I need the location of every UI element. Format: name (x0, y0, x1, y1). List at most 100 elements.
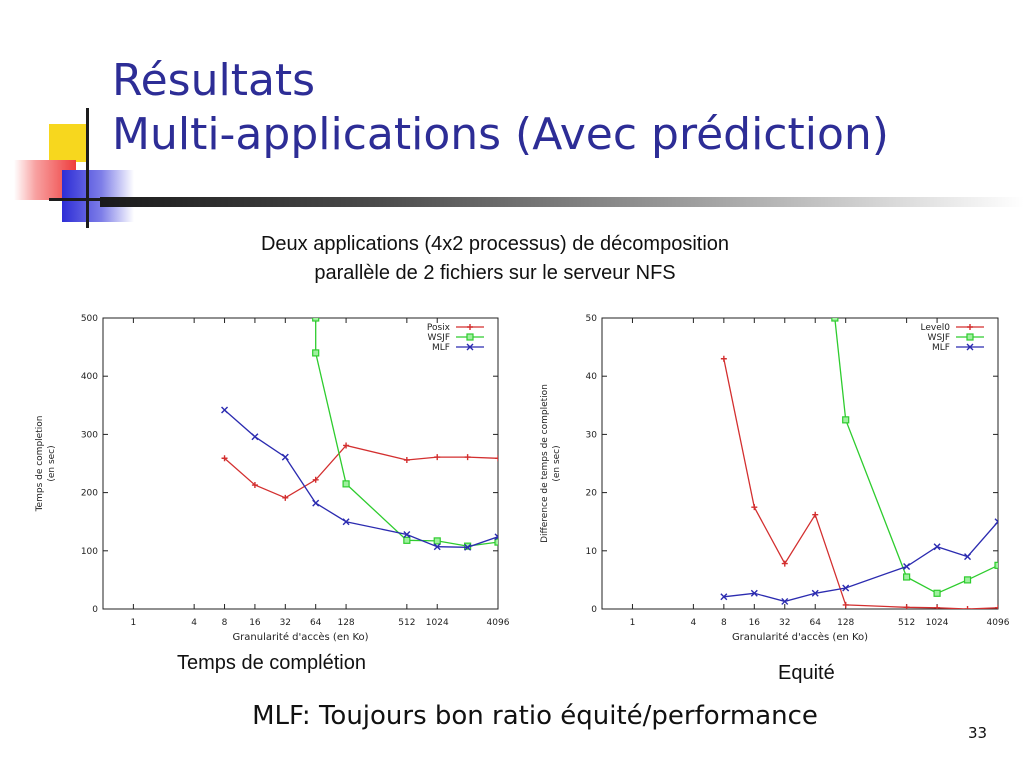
slide-title-line2: Multi-applications (Avec prédiction) (112, 109, 889, 160)
caption-completion-time: Temps de complétion (177, 652, 366, 674)
y-axis-label: (en sec) (552, 445, 562, 481)
x-tick-label: 16 (749, 618, 761, 628)
data-point-wsjf (903, 573, 911, 581)
data-point-mlf (342, 518, 350, 526)
x-tick-label: 1 (630, 618, 636, 628)
data-point-mlf (464, 543, 472, 551)
x-tick-label: 4 (691, 618, 697, 628)
data-point-mlf (842, 584, 850, 592)
data-point-level0 (995, 604, 998, 609)
deco-blue-square (62, 170, 134, 222)
x-tick-label: 128 (337, 618, 354, 628)
y-axis-label: Difference de temps de completion (540, 384, 550, 543)
x-tick-label: 512 (398, 618, 415, 628)
x-axis-label: Granularité d'accès (en Ko) (232, 631, 368, 643)
slide-title-line1: Résultats (112, 55, 316, 106)
data-point-wsjf (312, 349, 320, 357)
data-point-mlf (964, 553, 972, 561)
y-tick-label: 40 (586, 372, 598, 382)
slide-title: Résultats Multi-applications (Avec prédi… (112, 54, 889, 162)
y-axis-label: (en sec) (47, 445, 57, 481)
x-tick-label: 4 (191, 618, 197, 628)
data-point-mlf (281, 453, 289, 461)
data-point-posix (282, 494, 289, 501)
x-tick-label: 32 (779, 618, 790, 628)
data-point-level0 (781, 560, 788, 567)
data-point-mlf (221, 406, 229, 414)
x-tick-label: 4096 (487, 618, 510, 628)
y-tick-label: 10 (586, 547, 598, 557)
slide-number: 33 (968, 724, 988, 742)
data-point-level0 (964, 606, 971, 609)
data-point-wsjf (433, 537, 441, 545)
x-tick-label: 128 (837, 618, 854, 628)
x-tick-label: 8 (222, 618, 228, 628)
data-point-mlf (781, 597, 789, 605)
data-point-level0 (812, 511, 819, 518)
y-tick-label: 0 (591, 605, 597, 615)
chart-fairness: 0 10 20 30 40 50 1 4 8 16 32 64 128 512 1024 4096 Granul… (540, 314, 1010, 643)
y-axis-label: Temps de completion (35, 416, 45, 513)
legend-label-posix: Posix (427, 323, 451, 333)
data-point-level0 (842, 601, 849, 608)
legend-label-mlf: MLF (432, 343, 450, 353)
data-point-posix (464, 454, 471, 461)
x-tick-label: 1024 (426, 618, 449, 628)
x-tick-label: 1024 (926, 618, 949, 628)
data-point-posix (495, 455, 498, 462)
y-tick-label: 500 (81, 314, 98, 324)
x-axis-label: Granularité d'accès (en Ko) (732, 631, 868, 643)
x-tick-label: 8 (721, 618, 727, 628)
x-tick-label: 64 (310, 618, 322, 628)
data-point-mlf (251, 433, 259, 441)
legend-label-wsjf: WSJF (928, 333, 950, 343)
legend-marker-wsjf (966, 333, 974, 341)
data-point-wsjf (312, 318, 320, 322)
data-point-posix (312, 476, 319, 483)
x-tick-label: 16 (249, 618, 261, 628)
legend-marker-posix (467, 324, 473, 330)
data-point-mlf (403, 531, 411, 538)
data-point-level0 (751, 504, 758, 511)
data-point-posix (434, 454, 441, 461)
legend-label-wsjf: WSJF (428, 333, 450, 343)
data-point-mlf (994, 518, 998, 526)
y-tick-label: 300 (81, 430, 98, 440)
data-point-wsjf (994, 561, 998, 569)
data-point-wsjf (342, 480, 350, 488)
y-tick-label: 30 (586, 430, 598, 440)
y-tick-label: 400 (81, 372, 98, 382)
slide-subtitle: Deux applications (4x2 processus) de déc… (150, 230, 840, 288)
caption-fairness: Equité (778, 662, 835, 684)
legend-label-mlf: MLF (932, 343, 950, 353)
data-point-posix (221, 455, 228, 462)
x-tick-label: 512 (898, 618, 915, 628)
data-point-level0 (903, 604, 910, 609)
data-point-mlf (903, 563, 911, 571)
plot-frame (601, 317, 999, 610)
x-tick-label: 32 (280, 618, 291, 628)
data-point-mlf (750, 589, 758, 597)
data-point-level0 (934, 604, 941, 609)
plot-area (720, 318, 998, 609)
series-line-wsjf (834, 318, 998, 595)
data-point-wsjf (831, 318, 839, 322)
x-tick-label: 64 (810, 618, 822, 628)
data-point-mlf (433, 543, 441, 551)
data-point-wsjf (842, 416, 850, 424)
legend-marker-wsjf (466, 333, 474, 341)
legend-marker-mlf (466, 343, 474, 351)
data-point-wsjf (403, 536, 411, 544)
data-point-posix (343, 442, 350, 449)
y-tick-label: 0 (92, 605, 98, 615)
data-point-wsjf (933, 589, 941, 597)
y-tick-label: 20 (586, 489, 598, 499)
chart-completion-time: 0 100 200 300 400 500 1 4 8 16 32 64 128 512 1024 4096 G… (35, 314, 510, 643)
deco-vertical-line (86, 108, 89, 228)
plot-area (221, 318, 498, 551)
data-point-mlf (312, 499, 320, 507)
subtitle-line1: Deux applications (4x2 processus) de déc… (260, 233, 730, 255)
data-point-wsjf (963, 576, 972, 584)
y-tick-label: 200 (81, 489, 98, 499)
x-tick-label: 1 (131, 618, 137, 628)
